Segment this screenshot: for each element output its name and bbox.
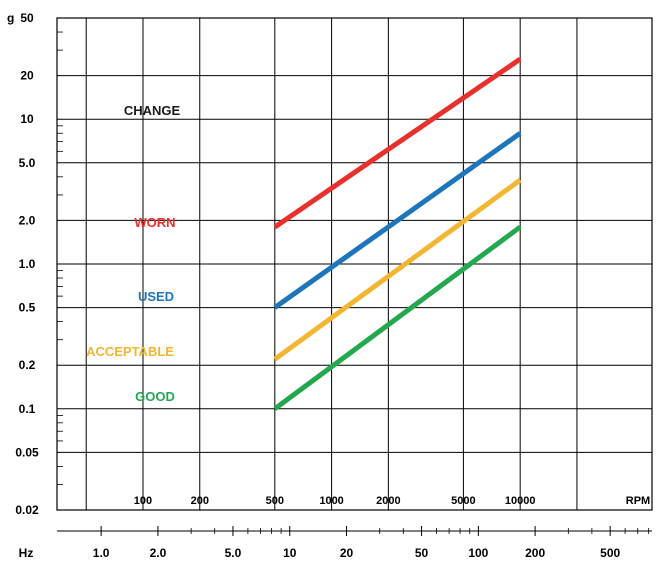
- severity-line: [273, 57, 522, 230]
- zone-label-layer: CHANGE WORN USED ACCEPTABLE GOOD: [86, 103, 180, 404]
- hz-tick-label: 500: [600, 546, 620, 560]
- series-layer: [273, 57, 522, 411]
- severity-line: [273, 131, 522, 310]
- hz-tick-label: 5.0: [225, 546, 242, 560]
- rpm-tick-label: 500: [266, 495, 284, 507]
- y-tick-label: 0.1: [19, 402, 36, 416]
- y-tick-label: 1.0: [19, 257, 36, 271]
- rpm-axis-label: RPM: [626, 495, 650, 507]
- hz-tick-label: 10: [283, 546, 297, 560]
- severity-line: [273, 178, 522, 362]
- hz-tick-label: 100: [468, 546, 488, 560]
- zone-label: USED: [138, 289, 174, 304]
- hz-tick-label: 200: [525, 546, 545, 560]
- y-tick-label: 0.02: [15, 503, 39, 517]
- y-tick-label: 2.0: [19, 213, 36, 227]
- y-tick-label: 20: [20, 69, 34, 83]
- hz-tick-label: 1.0: [93, 546, 110, 560]
- zone-label: CHANGE: [124, 103, 181, 118]
- rpm-tick-label: 1000: [319, 495, 343, 507]
- y-tick-label: 0.05: [15, 445, 39, 459]
- y-tick-label: 0.5: [19, 301, 36, 315]
- rpm-tick-label: 200: [191, 495, 209, 507]
- zone-label: GOOD: [135, 389, 175, 404]
- rpm-tick-label: 10000: [505, 495, 536, 507]
- axis-layer: 0.02 0.05 0.1 0.2 0.5 1.0 2.0 5.0 10 20 50 g 100 200 5…: [7, 11, 652, 560]
- y-tick-label: 0.2: [19, 358, 36, 372]
- rpm-tick-label: 100: [134, 495, 152, 507]
- severity-line: [273, 225, 522, 411]
- grid-layer: [56, 17, 653, 511]
- zone-label: WORN: [134, 215, 175, 230]
- rpm-tick-label: 2000: [376, 495, 400, 507]
- rpm-tick-label: 5000: [451, 495, 475, 507]
- hz-axis-label: Hz: [19, 546, 34, 560]
- hz-tick-label: 50: [415, 546, 429, 560]
- zone-label: ACCEPTABLE: [86, 344, 174, 359]
- y-unit-label: g: [7, 11, 14, 25]
- y-tick-label: 5.0: [19, 156, 36, 170]
- y-tick-label: 50: [20, 11, 34, 25]
- hz-tick-label: 20: [340, 546, 354, 560]
- y-tick-label: 10: [20, 112, 34, 126]
- hz-tick-label: 2.0: [150, 546, 167, 560]
